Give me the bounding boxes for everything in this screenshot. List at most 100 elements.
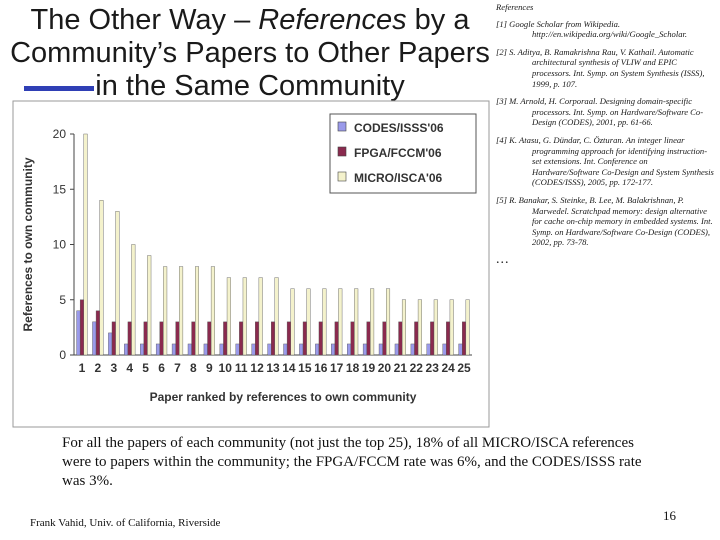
y-axis-title: References to own community	[21, 157, 35, 331]
bar	[255, 321, 260, 356]
x-tick-label: 19	[362, 361, 376, 375]
bar	[223, 321, 228, 356]
legend-swatch	[337, 146, 347, 157]
bar	[271, 321, 276, 356]
bar	[251, 343, 256, 356]
title-line-1-start: The Other Way –	[30, 4, 259, 36]
bar	[299, 343, 304, 356]
x-tick-label: 3	[110, 361, 117, 375]
x-tick-label: 13	[266, 361, 280, 375]
bar	[331, 343, 336, 356]
x-tick-label: 1	[79, 361, 86, 375]
bar	[398, 321, 403, 356]
bar	[386, 288, 391, 356]
bar	[306, 288, 311, 356]
bar	[449, 299, 454, 356]
reference-item: [5] R. Banakar, S. Steinke, B. Lee, M. B…	[496, 194, 713, 248]
bar	[370, 288, 375, 356]
bar	[115, 211, 120, 356]
legend-label: FPGA/FCCM'06	[354, 146, 442, 160]
bar	[187, 343, 192, 356]
x-tick-label: 7	[174, 361, 181, 375]
title-line-3: in the Same Community	[95, 70, 405, 102]
bar	[426, 343, 431, 356]
reference-item: [4] K. Atasu, G. Dündar, C. Özturan. An …	[496, 134, 714, 188]
bar	[410, 343, 415, 356]
bar	[140, 343, 145, 356]
x-tick-label: 2	[95, 361, 102, 375]
reference-item: [3] M. Arnold, H. Corporaal. Designing d…	[496, 96, 704, 128]
bar	[76, 310, 81, 356]
bar	[362, 343, 367, 356]
bar	[219, 343, 224, 356]
bar	[267, 343, 272, 356]
bar	[401, 299, 406, 356]
footer-author: Frank Vahid, Univ. of California, Rivers…	[30, 517, 221, 529]
bar	[414, 321, 419, 356]
bar	[242, 277, 247, 356]
bar	[92, 321, 97, 356]
bar	[147, 255, 152, 356]
bar	[226, 277, 231, 356]
reference-item: [2] S. Aditya, B. Ramakrishna Rau, V. Ka…	[496, 46, 705, 89]
bar	[111, 321, 116, 356]
bar	[286, 321, 291, 356]
x-tick-label: 9	[206, 361, 213, 375]
bar	[239, 321, 244, 356]
legend-swatch	[337, 171, 347, 182]
bar	[95, 310, 100, 356]
bar	[366, 321, 371, 356]
bar	[318, 321, 323, 356]
bar	[417, 299, 422, 356]
bar	[274, 277, 279, 356]
bar	[322, 288, 327, 356]
x-tick-label: 8	[190, 361, 197, 375]
legend-label: MICRO/ISCA'06	[354, 171, 443, 185]
y-tick-label: 0	[59, 348, 66, 362]
bar	[191, 321, 196, 356]
references-heading: References	[496, 2, 534, 12]
x-tick-label: 15	[298, 361, 312, 375]
legend-swatch	[337, 121, 347, 132]
bar	[99, 200, 104, 356]
bar-chart: 0 5 10 15 20 1 2 3 4 5 6 7 8 9 10 11 12 13 14 15 16 17 18 19 20 2…	[12, 100, 490, 428]
references-panel: References [1] Google Scholar from Wikip…	[496, 2, 716, 266]
bar	[394, 343, 399, 356]
title-line-1-end: by a	[406, 4, 470, 36]
bar	[83, 133, 88, 356]
bar	[462, 321, 467, 356]
bar	[143, 321, 148, 356]
y-tick-label: 15	[53, 182, 67, 196]
reference-item: [1] Google Scholar from Wikipedia. http:…	[496, 18, 688, 40]
y-tick-label: 10	[53, 238, 67, 252]
bar	[382, 321, 387, 356]
legend-label: CODES/ISSS'06	[354, 121, 444, 135]
title-emphasis: References	[258, 4, 407, 36]
bar	[338, 288, 343, 356]
bar	[334, 321, 339, 356]
bar	[155, 343, 160, 356]
x-tick-label: 20	[378, 361, 392, 375]
bar	[124, 343, 129, 356]
bar	[175, 321, 180, 356]
title-accent-bar	[24, 86, 94, 91]
bar	[207, 321, 212, 356]
x-tick-label: 4	[126, 361, 133, 375]
bar	[131, 244, 136, 356]
bar	[210, 266, 215, 356]
x-tick-label: 25	[457, 361, 471, 375]
bar	[347, 343, 352, 356]
y-tick-label: 20	[53, 127, 67, 141]
bar	[79, 299, 84, 356]
bar	[290, 288, 295, 356]
bar	[350, 321, 355, 356]
bar	[378, 343, 383, 356]
bar	[258, 277, 263, 356]
x-tick-label: 18	[346, 361, 360, 375]
x-tick-label: 23	[426, 361, 440, 375]
bar	[283, 343, 288, 356]
bar	[179, 266, 184, 356]
title-line-2: Community’s Papers to Other Papers	[10, 37, 490, 69]
x-tick-label: 16	[314, 361, 328, 375]
